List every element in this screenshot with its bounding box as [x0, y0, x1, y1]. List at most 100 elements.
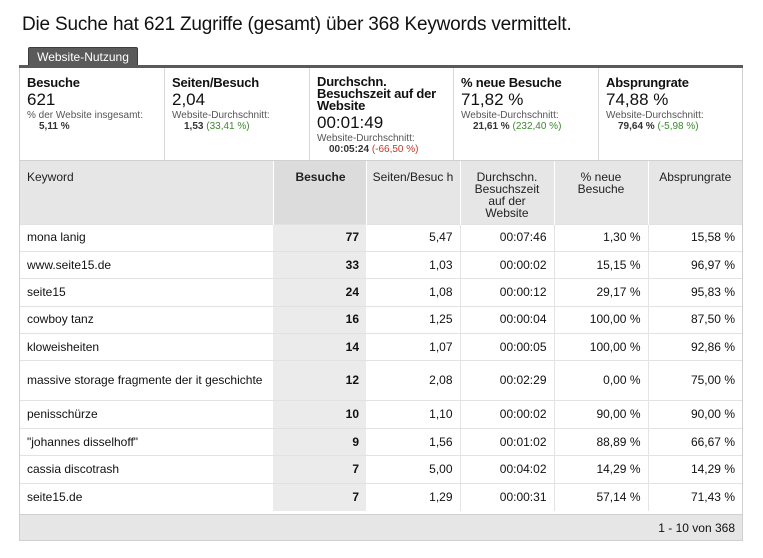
metric-new-visits-sub-value: 21,61 % [473, 121, 510, 132]
metric-bounce-delta: (-5,98 %) [657, 121, 699, 132]
metric-bounce-sub-value-row: 79,64 % (-5,98 %) [606, 121, 736, 133]
metric-new-visits-label: % neue Besuche [461, 75, 562, 90]
cell-visits: 7 [273, 455, 366, 484]
metric-pages-sub-value-row: 1,53 (33,41 %) [172, 121, 303, 133]
table-row: penisschürze 10 1,10 00:00:02 90,00 % 90… [20, 400, 742, 429]
cell-new-visits: 0,00 % [553, 360, 648, 401]
cell-bounce: 95,83 % [647, 278, 742, 307]
cell-duration: 00:07:46 [459, 223, 554, 252]
metric-new-visits-sub-label: Website-Durchschnitt: [461, 110, 559, 121]
metric-new-visits-sub-value-row: 21,61 % (232,40 %) [461, 121, 592, 133]
cell-pages: 5,00 [366, 455, 460, 484]
table-row: cowboy tanz 16 1,25 00:00:04 100,00 % 87… [20, 305, 742, 334]
keyword-link[interactable]: www.seite15.de [20, 250, 273, 279]
cell-new-visits: 57,14 % [553, 482, 648, 511]
cell-visits: 24 [273, 278, 366, 307]
cell-bounce: 75,00 % [647, 360, 742, 401]
column-header-duration[interactable]: Durchschn. Besuchszeit auf der Website [459, 161, 554, 224]
column-header-new-visits[interactable]: % neue Besuche [553, 161, 648, 224]
metric-bounce: Absprungrate 74,88 % Website-Durchschnit… [599, 68, 742, 160]
keyword-link[interactable]: massive storage fragmente der it geschic… [20, 360, 273, 401]
metric-bounce-sub-value: 79,64 % [618, 121, 655, 132]
keyword-table-container: Keyword Besuche Seiten/Besuc h Durchschn… [19, 161, 743, 541]
cell-new-visits: 14,29 % [553, 455, 648, 484]
cell-duration: 00:00:02 [459, 250, 554, 279]
table-row: mona lanig 77 5,47 00:07:46 1,30 % 15,58… [20, 223, 742, 252]
cell-visits: 7 [273, 482, 366, 511]
metric-duration: Durchschn. Besuchszeit auf der Website 0… [310, 68, 454, 160]
metric-bounce-sub-label: Website-Durchschnitt: [606, 110, 704, 121]
metric-duration-sub-value-row: 00:05:24 (-66,50 %) [317, 144, 447, 156]
metric-visits-sub-value: 5,11 % [39, 121, 70, 132]
cell-bounce: 90,00 % [647, 400, 742, 429]
metrics-summary: Besuche 621 % der Website insgesamt: 5,1… [19, 68, 743, 161]
metric-duration-sub-label: Website-Durchschnitt: [317, 133, 415, 144]
pagination-label: 1 - 10 von 368 [658, 521, 735, 535]
tab-website-nutzung[interactable]: Website-Nutzung [28, 47, 138, 66]
table-row: www.seite15.de 33 1,03 00:00:02 15,15 % … [20, 250, 742, 279]
keyword-link[interactable]: mona lanig [20, 223, 273, 252]
metric-duration-value: 00:01:49 [317, 113, 384, 132]
cell-visits: 10 [273, 400, 366, 429]
cell-pages: 5,47 [366, 223, 460, 252]
column-header-bounce[interactable]: Absprungrate [647, 161, 742, 224]
cell-pages: 1,29 [366, 482, 460, 511]
metric-pages-label: Seiten/Besuch [172, 75, 259, 90]
page-title: Die Suche hat 621 Zugriffe (gesamt) über… [22, 14, 572, 35]
metric-visits: Besuche 621 % der Website insgesamt: 5,1… [20, 68, 165, 160]
cell-bounce: 96,97 % [647, 250, 742, 279]
cell-pages: 1,56 [366, 427, 460, 456]
cell-pages: 2,08 [366, 360, 460, 401]
cell-duration: 00:04:02 [459, 455, 554, 484]
column-header-keyword[interactable]: Keyword [20, 161, 273, 224]
cell-visits: 14 [273, 333, 366, 361]
metric-visits-sub-label: % der Website insgesamt: [27, 110, 143, 121]
table-row: seite15 24 1,08 00:00:12 29,17 % 95,83 % [20, 278, 742, 307]
cell-bounce: 87,50 % [647, 305, 742, 334]
keyword-link[interactable]: seite15.de [20, 482, 273, 511]
cell-duration: 00:00:02 [459, 400, 554, 429]
metric-new-visits: % neue Besuche 71,82 % Website-Durchschn… [454, 68, 599, 160]
cell-bounce: 14,29 % [647, 455, 742, 484]
metric-pages-delta: (33,41 %) [206, 121, 250, 132]
metric-visits-value: 621 [27, 90, 56, 109]
keyword-link[interactable]: cassia discotrash [20, 455, 273, 484]
cell-visits: 33 [273, 250, 366, 279]
cell-new-visits: 100,00 % [553, 305, 648, 334]
table-row: massive storage fragmente der it geschic… [20, 360, 742, 401]
column-header-visits[interactable]: Besuche [272, 161, 366, 224]
keyword-link[interactable]: "johannes disselhoff" [20, 427, 273, 456]
cell-duration: 00:00:31 [459, 482, 554, 511]
metric-bounce-value: 74,88 % [606, 90, 669, 109]
metric-duration-label: Durchschn. Besuchszeit auf der Website [317, 74, 437, 113]
table-row: cassia discotrash 7 5,00 00:04:02 14,29 … [20, 455, 742, 484]
metric-pages-sub-label: Website-Durchschnitt: [172, 110, 270, 121]
column-header-pages[interactable]: Seiten/Besuc h [365, 161, 460, 224]
cell-bounce: 71,43 % [647, 482, 742, 511]
cell-new-visits: 90,00 % [553, 400, 648, 429]
cell-new-visits: 100,00 % [553, 333, 648, 361]
table-row: seite15.de 7 1,29 00:00:31 57,14 % 71,43… [20, 482, 742, 511]
cell-new-visits: 29,17 % [553, 278, 648, 307]
cell-new-visits: 15,15 % [553, 250, 648, 279]
keyword-link[interactable]: cowboy tanz [20, 305, 273, 334]
metric-new-visits-delta: (232,40 %) [512, 121, 562, 132]
keyword-table: Keyword Besuche Seiten/Besuc h Durchschn… [20, 161, 742, 511]
cell-pages: 1,08 [366, 278, 460, 307]
keyword-link[interactable]: penisschürze [20, 400, 273, 429]
metric-pages-sub-value: 1,53 [184, 121, 204, 132]
cell-duration: 00:01:02 [459, 427, 554, 456]
metric-pages: Seiten/Besuch 2,04 Website-Durchschnitt:… [165, 68, 310, 160]
cell-visits: 16 [273, 305, 366, 334]
cell-pages: 1,10 [366, 400, 460, 429]
cell-visits: 12 [273, 360, 366, 401]
metric-pages-value: 2,04 [172, 90, 206, 109]
metric-bounce-label: Absprungrate [606, 75, 689, 90]
table-row: kloweisheiten 14 1,07 00:00:05 100,00 % … [20, 333, 742, 361]
cell-new-visits: 88,89 % [553, 427, 648, 456]
keyword-link[interactable]: kloweisheiten [20, 333, 273, 361]
keyword-link[interactable]: seite15 [20, 278, 273, 307]
cell-visits: 9 [273, 427, 366, 456]
cell-visits: 77 [273, 223, 366, 252]
pagination-footer: 1 - 10 von 368 [19, 514, 743, 541]
